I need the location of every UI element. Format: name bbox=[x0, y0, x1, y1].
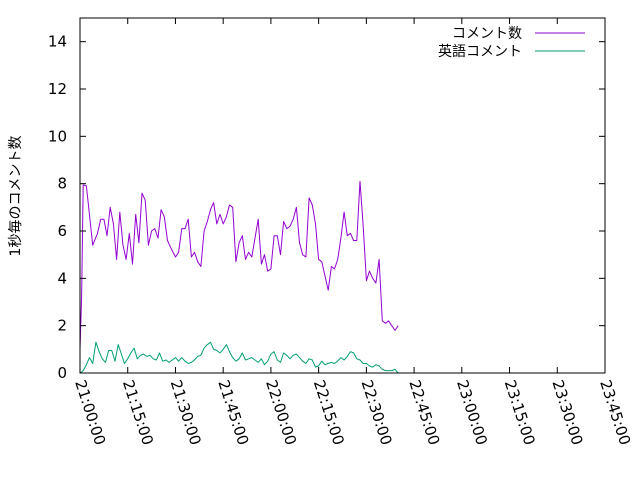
legend-label-1: コメント数 bbox=[452, 26, 522, 42]
series-line-2 bbox=[79, 341, 399, 374]
y-tick-label: 12 bbox=[48, 80, 67, 98]
plot-series bbox=[79, 180, 399, 374]
y-tick-label: 2 bbox=[57, 317, 67, 335]
y-tick-label: 14 bbox=[48, 33, 67, 51]
y-tick-label: 6 bbox=[57, 222, 67, 240]
y-tick-label: 10 bbox=[48, 127, 67, 145]
y-axis-title: 1秒毎のコメント数 bbox=[8, 136, 24, 257]
legend-label-2: 英語コメント bbox=[438, 43, 522, 60]
plot-frame bbox=[79, 17, 606, 374]
series-line-1 bbox=[79, 180, 399, 350]
y-tick-label: 4 bbox=[57, 269, 67, 287]
y-axis: 0 2 4 6 8 10 12 14 bbox=[48, 33, 605, 382]
y-tick-label: 0 bbox=[57, 364, 67, 382]
y-tick-label: 8 bbox=[57, 175, 67, 193]
